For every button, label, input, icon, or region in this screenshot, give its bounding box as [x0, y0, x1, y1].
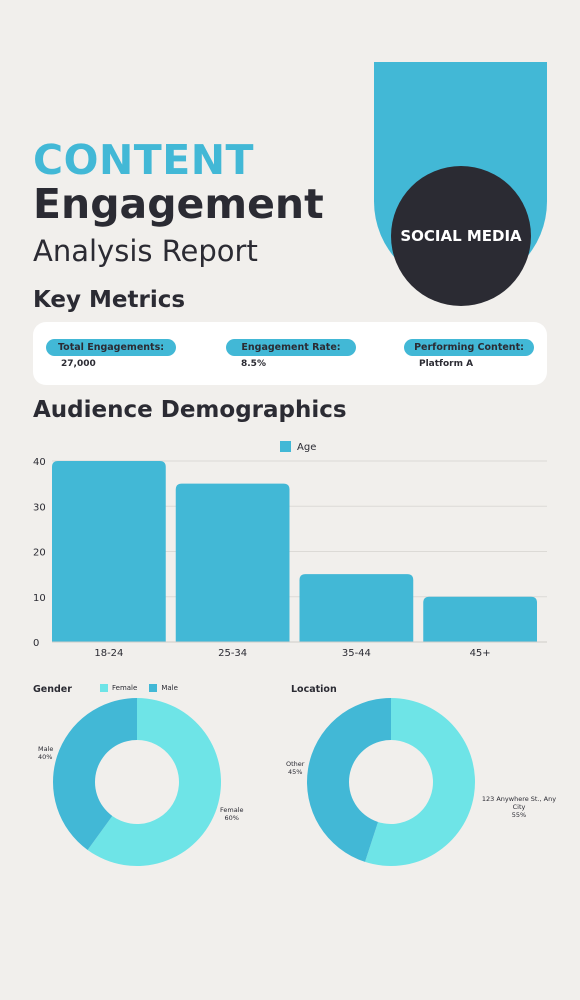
- slice-female: [87, 698, 221, 866]
- metric-value-total-engagements: 27,000: [61, 359, 96, 369]
- slice-label-city: 123 Anywhere St., Any City: [481, 795, 557, 811]
- age-bar-chart: 0 10 20 30 40 Age 18-24 25-34 35-44 45+: [33, 441, 547, 659]
- bar-45+: [423, 596, 537, 642]
- location-city-label: 123 Anywhere St., Any City 55%: [476, 795, 562, 819]
- subtitle: Analysis Report: [33, 234, 258, 268]
- metric-label-performing-content: Performing Content:: [404, 339, 534, 356]
- gender-chart-title: Gender: [33, 684, 72, 695]
- y-tick-label: 10: [33, 593, 46, 604]
- title-accent: CONTENT: [33, 136, 255, 184]
- y-tick-label: 0: [33, 638, 39, 649]
- x-tick-label: 25-34: [218, 648, 247, 659]
- bar-25-34: [175, 483, 290, 642]
- y-tick-label: 30: [33, 502, 46, 513]
- location-other-label: Other 45%: [286, 760, 304, 776]
- slice-label-other: Other: [286, 760, 305, 768]
- slice-male: [53, 698, 137, 850]
- legend-label-female: Female: [112, 684, 138, 692]
- slice-label-female: Female: [220, 806, 244, 814]
- x-tick-label: 45+: [470, 648, 491, 659]
- legend-label-age: Age: [297, 442, 316, 453]
- bar-18-24: [52, 461, 166, 642]
- slice-label-male: Male: [38, 745, 54, 753]
- bar-35-44: [299, 574, 414, 642]
- key-metrics-heading: Key Metrics: [33, 287, 186, 313]
- slice-other: [307, 698, 391, 862]
- gender-female-label: Female 60%: [220, 806, 244, 822]
- slice-percent-other: 45%: [288, 768, 303, 776]
- legend-swatch-male: [149, 684, 158, 692]
- metric-label-total-engagements: Total Engagements:: [46, 339, 176, 356]
- location-donut-chart: [307, 698, 475, 866]
- metric-value-engagement-rate: 8.5%: [241, 359, 266, 369]
- legend-swatch-female: [100, 684, 108, 692]
- gender-male-label: Male 40%: [38, 745, 53, 761]
- x-tick-label: 35-44: [342, 648, 371, 659]
- y-tick-label: 40: [33, 457, 46, 468]
- title-main: Engagement: [33, 180, 324, 228]
- metric-label-engagement-rate: Engagement Rate:: [226, 339, 356, 356]
- slice-percent-city: 55%: [511, 811, 527, 819]
- legend-label-male: Male: [161, 684, 178, 692]
- slice-percent-female: 60%: [224, 814, 239, 822]
- gender-legend: Female Male: [100, 684, 178, 692]
- gender-donut-chart: [53, 698, 221, 866]
- slice-123-anywhere-st-any-city: [365, 698, 475, 866]
- legend-swatch-age: [280, 441, 291, 452]
- social-media-badge: SOCIAL MEDIA: [391, 166, 531, 306]
- y-tick-label: 20: [33, 548, 46, 559]
- location-chart-title: Location: [291, 684, 337, 695]
- metric-value-performing-content: Platform A: [419, 359, 474, 369]
- metrics-card: Total Engagements: 27,000 Engagement Rat…: [33, 322, 547, 385]
- audience-demographics-heading: Audience Demographics: [33, 397, 347, 423]
- slice-percent-male: 40%: [38, 753, 53, 761]
- x-tick-label: 18-24: [94, 648, 123, 659]
